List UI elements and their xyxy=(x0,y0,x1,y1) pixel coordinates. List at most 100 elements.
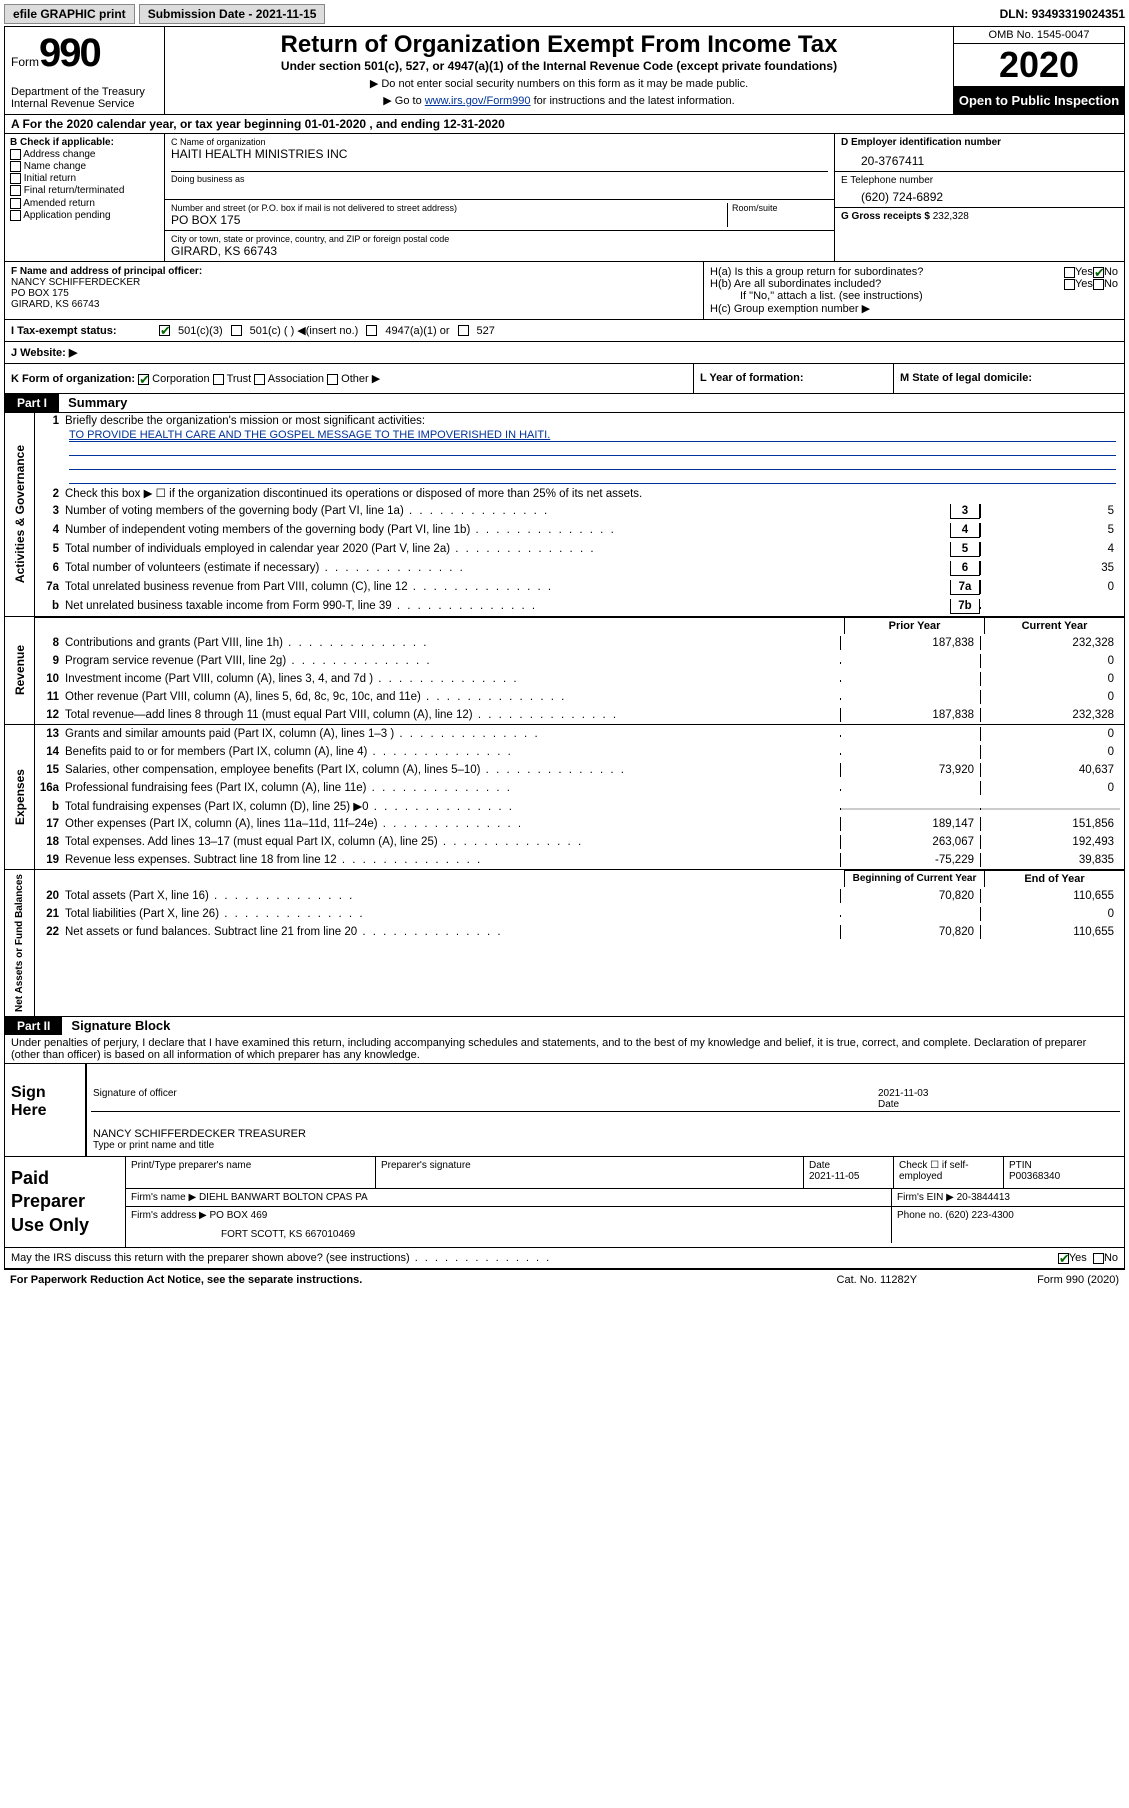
efile-btn[interactable]: efile GRAPHIC print xyxy=(4,4,135,24)
prep-date: 2021-11-05 xyxy=(809,1171,888,1182)
discuss-yes: Yes xyxy=(1069,1252,1087,1264)
table-row: 12Total revenue—add lines 8 through 11 (… xyxy=(35,706,1124,724)
officer-name: NANCY SCHIFFERDECKER xyxy=(11,277,697,288)
discuss-no-cb[interactable] xyxy=(1093,1253,1104,1264)
k-trust-cb[interactable] xyxy=(213,374,224,385)
table-row: 21Total liabilities (Part X, line 26)0 xyxy=(35,905,1124,923)
top-bar: efile GRAPHIC print Submission Date - 20… xyxy=(4,4,1125,24)
table-row: 7aTotal unrelated business revenue from … xyxy=(35,578,1124,597)
hc-label: H(c) Group exemption number ▶ xyxy=(710,302,1118,315)
table-row: 16aProfessional fundraising fees (Part I… xyxy=(35,779,1124,797)
opt-501c: 501(c) ( ) ◀(insert no.) xyxy=(250,324,359,337)
table-row: 20Total assets (Part X, line 16)70,82011… xyxy=(35,887,1124,905)
firm-addr1: PO BOX 469 xyxy=(210,1210,268,1221)
form-word: Form xyxy=(11,55,39,69)
part2-title: Signature Block xyxy=(65,1016,176,1035)
sig-name-label: Type or print name and title xyxy=(93,1140,214,1151)
table-row: bTotal fundraising expenses (Part IX, co… xyxy=(35,797,1124,815)
table-row: 8Contributions and grants (Part VIII, li… xyxy=(35,634,1124,652)
phone-label: E Telephone number xyxy=(841,175,1118,186)
col-b-header: B Check if applicable: xyxy=(10,137,159,148)
note2-post: for instructions and the latest informat… xyxy=(531,95,735,107)
side-governance: Activities & Governance xyxy=(11,441,29,587)
hb-yes-cb[interactable] xyxy=(1064,279,1075,290)
k-assoc-cb[interactable] xyxy=(254,374,265,385)
sign-here-label: Sign Here xyxy=(5,1064,85,1156)
table-row: 11Other revenue (Part VIII, column (A), … xyxy=(35,688,1124,706)
subdate-label: Submission Date - xyxy=(148,7,256,21)
table-row: 13Grants and similar amounts paid (Part … xyxy=(35,725,1124,743)
k-assoc: Association xyxy=(268,373,324,385)
line1-label: Briefly describe the organization's miss… xyxy=(65,415,1120,427)
k-label: K Form of organization: xyxy=(11,373,135,385)
k-trust: Trust xyxy=(227,373,252,385)
k-other-cb[interactable] xyxy=(327,374,338,385)
527-cb[interactable] xyxy=(458,325,469,336)
declaration: Under penalties of perjury, I declare th… xyxy=(5,1035,1124,1064)
firm-name: DIEHL BANWART BOLTON CPAS PA xyxy=(199,1192,368,1203)
table-row: 5Total number of individuals employed in… xyxy=(35,540,1124,559)
city-label: City or town, state or province, country… xyxy=(171,234,828,244)
firm-label: Firm's name ▶ xyxy=(131,1192,196,1203)
hb-no-cb[interactable] xyxy=(1093,279,1104,290)
ein-label: D Employer identification number xyxy=(841,137,1118,148)
table-row: bNet unrelated business taxable income f… xyxy=(35,597,1124,616)
addr-value: PO BOX 175 xyxy=(171,213,723,227)
opt-4947: 4947(a)(1) or xyxy=(385,325,449,337)
ha-no-cb[interactable] xyxy=(1093,267,1104,278)
table-row: 19Revenue less expenses. Subtract line 1… xyxy=(35,851,1124,869)
side-netassets: Net Assets or Fund Balances xyxy=(12,870,27,1016)
table-row: 18Total expenses. Add lines 13–17 (must … xyxy=(35,833,1124,851)
subdate-btn[interactable]: Submission Date - 2021-11-15 xyxy=(139,4,326,24)
org-name-label: C Name of organization xyxy=(171,137,828,147)
discuss-no: No xyxy=(1104,1252,1118,1264)
ein-value: 20-3767411 xyxy=(841,148,1118,168)
hb-no: No xyxy=(1104,278,1118,290)
table-row: 17Other expenses (Part IX, column (A), l… xyxy=(35,815,1124,833)
table-row: 9Program service revenue (Part VIII, lin… xyxy=(35,652,1124,670)
subdate-value: 2021-11-15 xyxy=(256,7,317,21)
form-title: Return of Organization Exempt From Incom… xyxy=(171,31,947,59)
k-corp: Corporation xyxy=(152,373,209,385)
colb-item[interactable]: Amended return xyxy=(10,198,159,209)
m-label: M State of legal domicile: xyxy=(900,372,1032,384)
tax-year: 2020 xyxy=(954,44,1124,87)
table-row: 15Salaries, other compensation, employee… xyxy=(35,761,1124,779)
tax-status-label: I Tax-exempt status: xyxy=(11,325,151,337)
firm-ein-label: Firm's EIN ▶ xyxy=(897,1192,954,1203)
addr-label: Number and street (or P.O. box if mail i… xyxy=(171,203,723,213)
room-label: Room/suite xyxy=(732,203,828,213)
colb-item[interactable]: Name change xyxy=(10,161,159,172)
501c3-cb[interactable] xyxy=(159,325,170,336)
colb-item[interactable]: Initial return xyxy=(10,173,159,184)
firm-addr2: FORT SCOTT, KS 667010469 xyxy=(131,1229,886,1240)
hdr-beg: Beginning of Current Year xyxy=(844,870,984,887)
k-corp-cb[interactable] xyxy=(138,374,149,385)
part2-hdr: Part II xyxy=(5,1017,62,1035)
part1-title: Summary xyxy=(62,393,133,412)
officer-addr1: PO BOX 175 xyxy=(11,288,697,299)
form-subtitle: Under section 501(c), 527, or 4947(a)(1)… xyxy=(171,59,947,73)
colb-item[interactable]: Application pending xyxy=(10,210,159,221)
4947-cb[interactable] xyxy=(366,325,377,336)
hdr-end: End of Year xyxy=(984,870,1124,887)
hdr-prior: Prior Year xyxy=(844,617,984,634)
part1-hdr: Part I xyxy=(5,394,59,412)
prep-h5: PTIN xyxy=(1009,1160,1119,1171)
501c-cb[interactable] xyxy=(231,325,242,336)
public-inspection: Open to Public Inspection xyxy=(954,87,1124,114)
colb-item[interactable]: Address change xyxy=(10,149,159,160)
sig-date-label: Date xyxy=(878,1099,899,1110)
firm-phone: (620) 223-4300 xyxy=(945,1210,1013,1221)
omb-number: OMB No. 1545-0047 xyxy=(954,27,1124,44)
gross-label: G Gross receipts $ xyxy=(841,211,933,222)
hb-label: H(b) Are all subordinates included? xyxy=(710,278,1064,290)
note-ssn: ▶ Do not enter social security numbers o… xyxy=(171,77,947,90)
k-other: Other ▶ xyxy=(341,373,380,385)
discuss-question: May the IRS discuss this return with the… xyxy=(11,1252,1058,1264)
form-header: Form990 Department of the Treasury Inter… xyxy=(5,27,1124,115)
colb-item[interactable]: Final return/terminated xyxy=(10,185,159,196)
instructions-link[interactable]: www.irs.gov/Form990 xyxy=(425,95,531,107)
ha-yes-cb[interactable] xyxy=(1064,267,1075,278)
discuss-yes-cb[interactable] xyxy=(1058,1253,1069,1264)
